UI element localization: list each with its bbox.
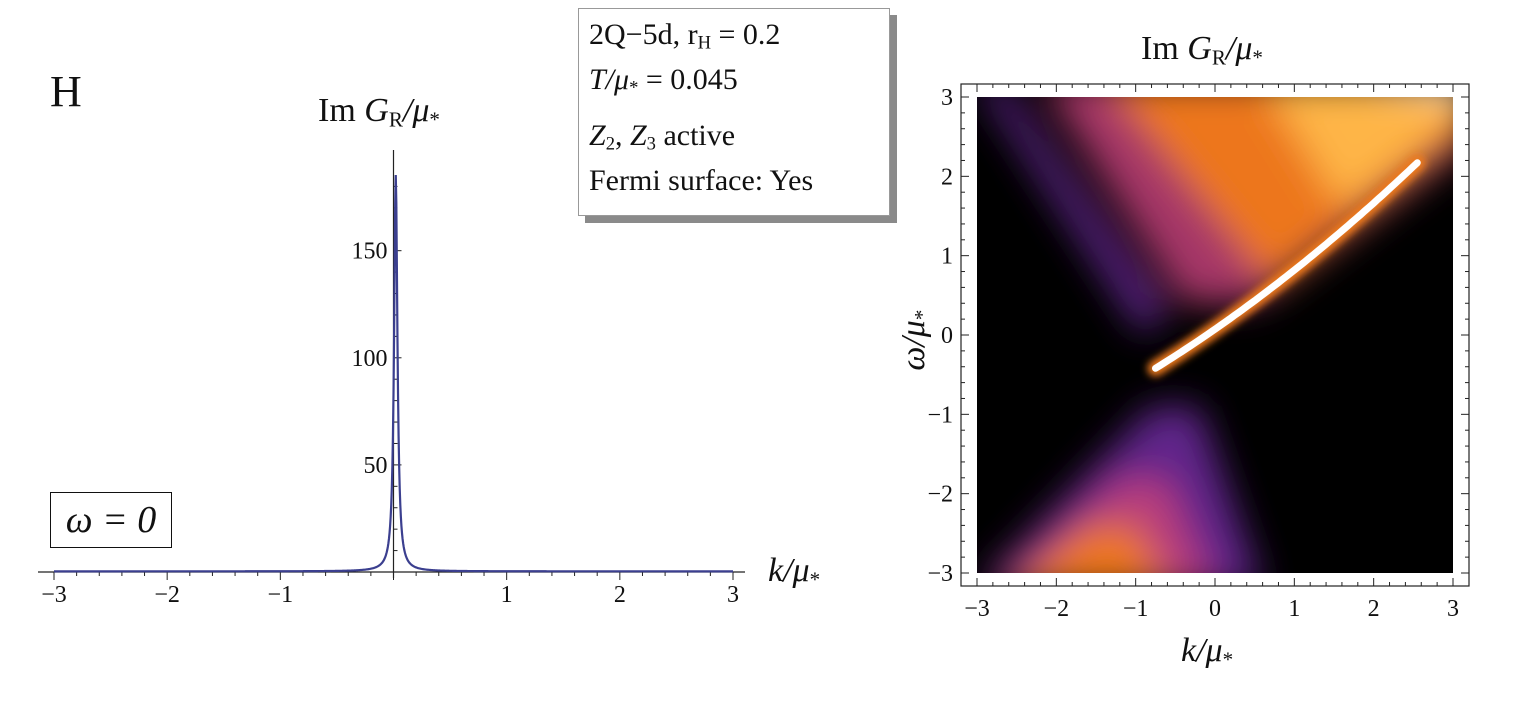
parameter-box: 2Q−5d, rH = 0.2 T/μ* = 0.045 Z2, Z3 acti… (578, 8, 890, 216)
right-x-axis-label: k/μ* (1181, 632, 1233, 672)
branch-core (1152, 159, 1421, 372)
upper-cone-yellow (1272, 97, 1453, 209)
y-tick-label: 50 (364, 453, 388, 479)
hm-x-tick-label: 2 (1368, 596, 1380, 622)
left-chart-title: Im GR/μ* (318, 92, 440, 132)
right-title-tail: /μ (1225, 30, 1253, 67)
hm-x-tick-label: −3 (964, 596, 990, 622)
right-ylabel-text: ω/μ (894, 320, 932, 371)
right-title-main: Im (1141, 30, 1188, 67)
info-line-2: T/μ* = 0.045 (589, 62, 879, 107)
right-ylabel-sub: * (910, 309, 935, 321)
left-title-tail-sub: * (429, 107, 440, 132)
info-z2-sub: 2 (605, 133, 615, 155)
hm-x-tick-label: −2 (1044, 596, 1070, 622)
info-rh-value: = 0.2 (711, 18, 781, 51)
right-xlabel-sub: * (1222, 647, 1234, 672)
left-title-main: Im (318, 92, 365, 129)
heatmap-area (977, 97, 1453, 573)
right-title-sub: R (1211, 45, 1226, 70)
series-line (54, 175, 733, 573)
hm-x-tick-label: 0 (1209, 596, 1221, 622)
y-tick-label: 150 (352, 239, 388, 265)
left-title-sub: R (388, 107, 403, 132)
upper-left-band (987, 97, 1168, 335)
hm-x-tick-label: 3 (1447, 596, 1459, 622)
info-sep: , (614, 119, 630, 153)
x-tick-label: 1 (501, 582, 513, 608)
hm-x-tick-label: −1 (1123, 596, 1149, 622)
info-temp-value: = 0.045 (638, 62, 738, 96)
info-z3-sub: 3 (646, 133, 656, 155)
left-title-tail: /μ (402, 92, 430, 129)
right-chart-title: Im GR/μ* (1141, 30, 1263, 70)
hm-y-tick-label: 3 (941, 85, 953, 111)
info-temp-sub: * (629, 77, 639, 99)
info-model: 2Q−5d, r (589, 18, 698, 51)
info-temp-label: T/μ (589, 62, 630, 96)
info-line-3: Z2, Z3 active (589, 118, 879, 163)
right-xlabel-text: k/μ (1181, 632, 1223, 669)
info-line-1: 2Q−5d, rH = 0.2 (589, 17, 879, 62)
x-tick-label: −3 (41, 582, 67, 608)
x-tick-label: 2 (614, 582, 626, 608)
info-z2: Z (589, 119, 606, 153)
heatmap-glow (987, 97, 1453, 573)
info-z3: Z (629, 119, 647, 153)
hm-y-tick-label: −3 (927, 561, 953, 587)
x-tick-label: −1 (268, 582, 294, 608)
hm-x-tick-label: 1 (1288, 596, 1300, 622)
right-title-tail-sub: * (1252, 45, 1263, 70)
lower-cone-orange (1028, 525, 1160, 573)
y-tick-label: 100 (352, 346, 388, 372)
left-x-axis-label: k/μ* (768, 552, 820, 592)
right-title-g: G (1187, 30, 1212, 67)
hm-y-tick-label: 2 (941, 164, 953, 190)
left-xlabel-sub: * (809, 567, 821, 592)
x-tick-label: 3 (727, 582, 739, 608)
hm-y-tick-label: 1 (941, 244, 953, 270)
left-title-g: G (364, 92, 389, 129)
heatmap-chart: −3 −2 −1 0 1 2 3 −3 −2 −1 0 1 2 3 (927, 83, 1470, 622)
info-active: active (655, 119, 736, 153)
x-tick-label: −2 (154, 582, 180, 608)
info-fermi-surface: Fermi surface: Yes (589, 163, 814, 197)
hm-y-tick-label: −2 (927, 482, 953, 508)
panel-label: H (50, 67, 82, 116)
omega-label-box: ω = 0 (50, 492, 172, 548)
left-xlabel-text: k/μ (768, 552, 810, 589)
info-rh-sub: H (697, 32, 712, 54)
line-chart: −3 −2 −1 1 2 3 50 100 150 (38, 150, 745, 608)
right-y-axis-label: ω/μ* (895, 285, 935, 395)
hm-y-tick-label: 0 (941, 323, 953, 349)
hm-y-tick-label: −1 (927, 402, 953, 428)
